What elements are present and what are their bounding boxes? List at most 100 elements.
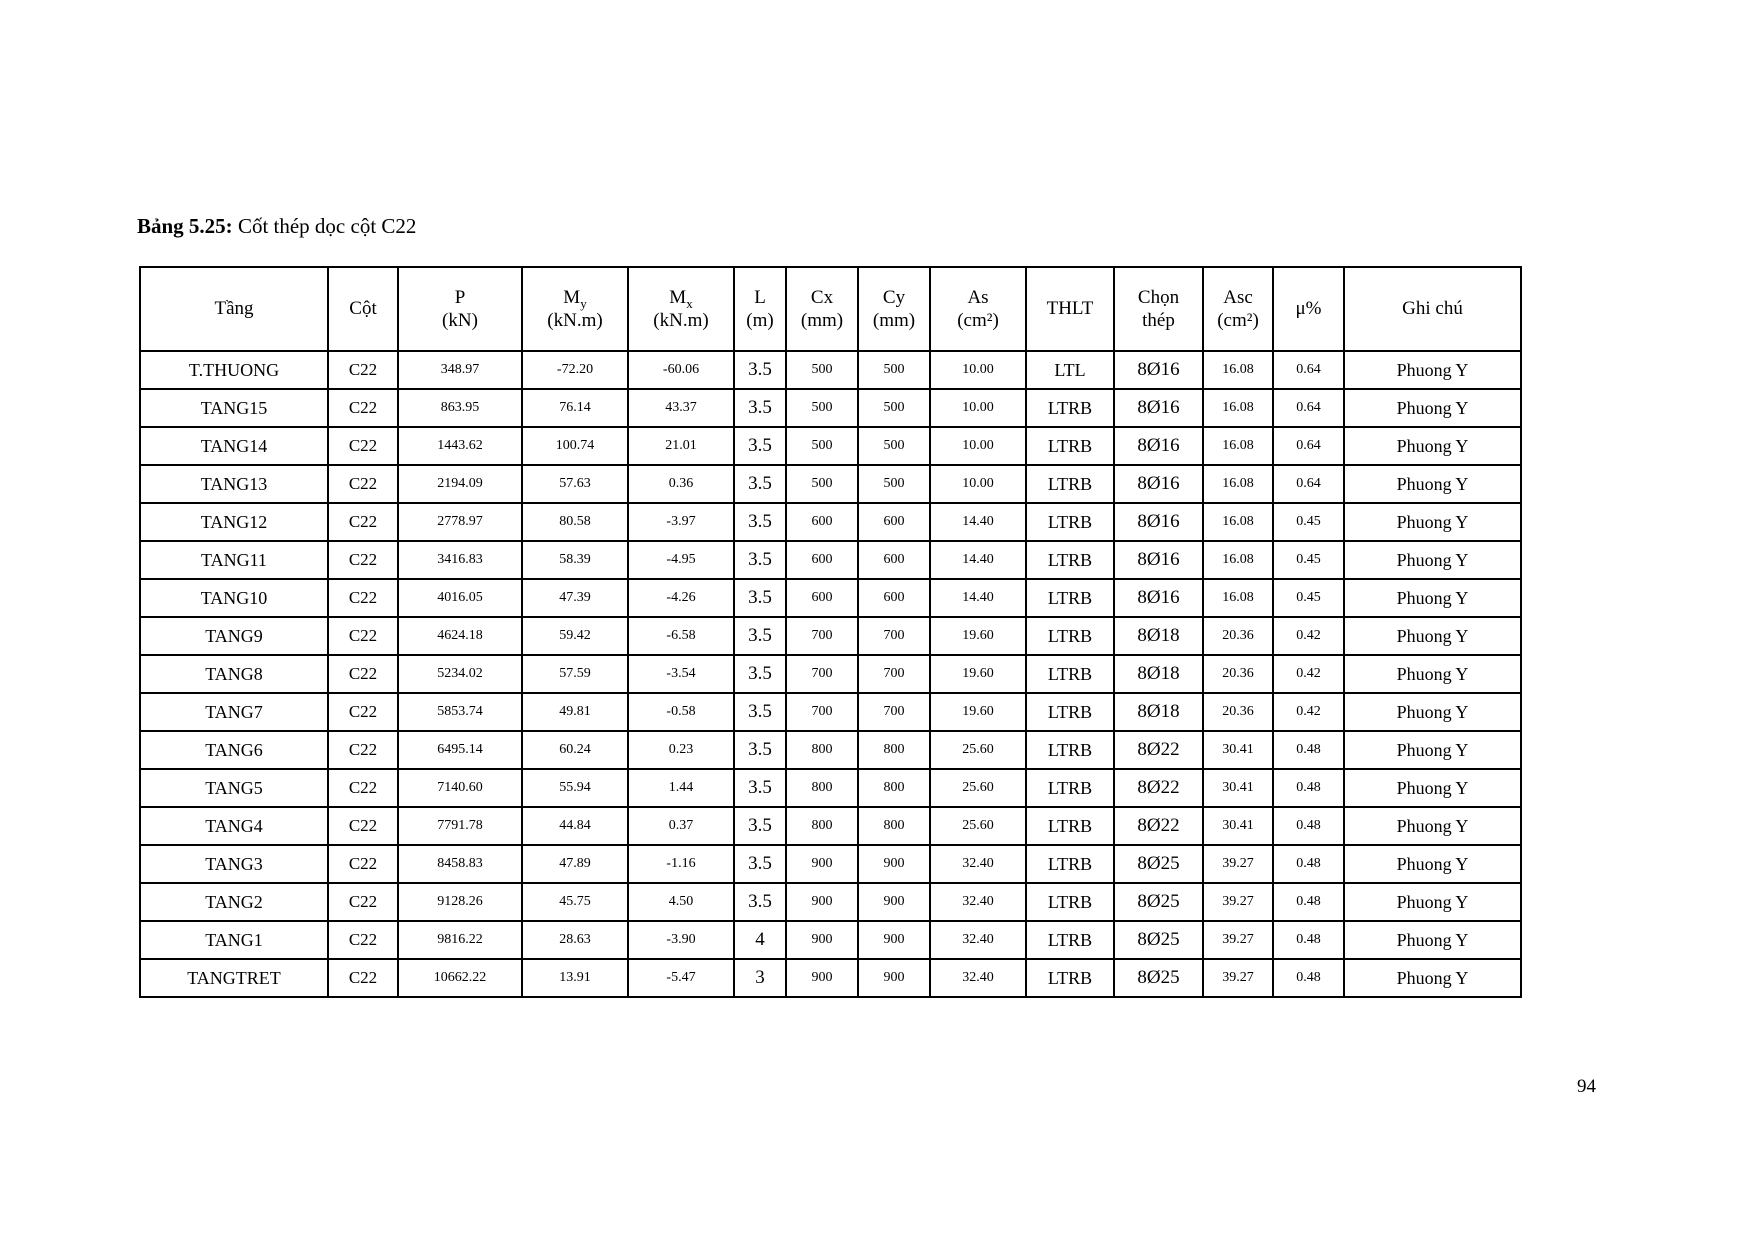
- cell-l: 3.5: [733, 464, 787, 504]
- cell-mx: -4.26: [627, 578, 735, 618]
- cell-mx: 43.37: [627, 388, 735, 428]
- cell-cy: 800: [857, 768, 931, 808]
- cell-asc: 16.08: [1202, 464, 1274, 504]
- cell-cx: 500: [785, 426, 859, 466]
- cell-as: 25.60: [929, 730, 1027, 770]
- cell-ghi-chu: Phuong Y: [1343, 426, 1522, 466]
- header-row: Tầng Cột P (kN) My (kN.m) Mx (kN.m) L (m) Cx (mm) Cy…: [139, 266, 1522, 352]
- header-cell-thlt: THLT: [1025, 266, 1115, 352]
- cell-chon-thep: 8Ø22: [1113, 730, 1204, 770]
- cell-my: 80.58: [521, 502, 629, 542]
- cell-tang: TANG5: [139, 768, 329, 808]
- cell-asc: 16.08: [1202, 540, 1274, 580]
- cell-mx: 4.50: [627, 882, 735, 922]
- cell-as: 32.40: [929, 844, 1027, 884]
- cell-l: 3.5: [733, 616, 787, 656]
- cell-cot: C22: [327, 692, 399, 732]
- cell-cot: C22: [327, 426, 399, 466]
- cell-ghi-chu: Phuong Y: [1343, 844, 1522, 884]
- cell-mu: 0.48: [1272, 882, 1345, 922]
- cell-chon-thep: 8Ø16: [1113, 426, 1204, 466]
- cell-asc: 39.27: [1202, 844, 1274, 884]
- cell-tang: TANG15: [139, 388, 329, 428]
- cell-ghi-chu: Phuong Y: [1343, 806, 1522, 846]
- cell-mu: 0.42: [1272, 692, 1345, 732]
- table-row: TANG9 C22 4624.18 59.42 -6.58 3.5 700 700 19.60 L…: [139, 616, 1522, 656]
- cell-mu: 0.42: [1272, 616, 1345, 656]
- cell-asc: 39.27: [1202, 882, 1274, 922]
- cell-chon-thep: 8Ø16: [1113, 464, 1204, 504]
- cell-l: 3.5: [733, 882, 787, 922]
- header-cell-mu: μ%: [1272, 266, 1345, 352]
- cell-my: 28.63: [521, 920, 629, 960]
- header-cell-l: L (m): [733, 266, 787, 352]
- cell-mu: 0.64: [1272, 464, 1345, 504]
- cell-ghi-chu: Phuong Y: [1343, 920, 1522, 960]
- cell-cy: 500: [857, 464, 931, 504]
- cell-mx: 1.44: [627, 768, 735, 808]
- header-cell-my: My (kN.m): [521, 266, 629, 352]
- header-cell-asc: Asc (cm²): [1202, 266, 1274, 352]
- cell-cot: C22: [327, 730, 399, 770]
- cell-l: 3.5: [733, 768, 787, 808]
- table-row: TANG6 C22 6495.14 60.24 0.23 3.5 800 800 25.60 LT…: [139, 730, 1522, 770]
- cell-mu: 0.45: [1272, 502, 1345, 542]
- cell-as: 14.40: [929, 540, 1027, 580]
- cell-tang: TANG13: [139, 464, 329, 504]
- cell-as: 32.40: [929, 958, 1027, 998]
- cell-as: 32.40: [929, 882, 1027, 922]
- table-row: TANG2 C22 9128.26 45.75 4.50 3.5 900 900 32.40 LT…: [139, 882, 1522, 922]
- cell-thlt: LTRB: [1025, 844, 1115, 884]
- cell-my: 57.59: [521, 654, 629, 694]
- cell-tang: TANG8: [139, 654, 329, 694]
- cell-l: 3.5: [733, 806, 787, 846]
- cell-thlt: LTRB: [1025, 502, 1115, 542]
- cell-cx: 700: [785, 654, 859, 694]
- cell-p: 10662.22: [397, 958, 523, 998]
- cell-chon-thep: 8Ø16: [1113, 540, 1204, 580]
- cell-mu: 0.64: [1272, 388, 1345, 428]
- cell-mu: 0.48: [1272, 844, 1345, 884]
- cell-cot: C22: [327, 654, 399, 694]
- cell-as: 25.60: [929, 768, 1027, 808]
- cell-tang: TANG9: [139, 616, 329, 656]
- cell-mx: -3.54: [627, 654, 735, 694]
- cell-p: 9816.22: [397, 920, 523, 960]
- cell-p: 5234.02: [397, 654, 523, 694]
- cell-cy: 600: [857, 540, 931, 580]
- cell-mu: 0.48: [1272, 806, 1345, 846]
- header-cell-mx: Mx (kN.m): [627, 266, 735, 352]
- cell-thlt: LTRB: [1025, 426, 1115, 466]
- cell-chon-thep: 8Ø18: [1113, 692, 1204, 732]
- cell-p: 4016.05: [397, 578, 523, 618]
- cell-as: 14.40: [929, 502, 1027, 542]
- table-row: T.THUONG C22 348.97 -72.20 -60.06 3.5 500 500 10…: [139, 350, 1522, 390]
- cell-asc: 20.36: [1202, 692, 1274, 732]
- cell-cx: 900: [785, 882, 859, 922]
- cell-cot: C22: [327, 844, 399, 884]
- cell-as: 14.40: [929, 578, 1027, 618]
- cell-as: 19.60: [929, 616, 1027, 656]
- cell-tang: TANG14: [139, 426, 329, 466]
- cell-cot: C22: [327, 882, 399, 922]
- cell-cy: 600: [857, 502, 931, 542]
- cell-mx: -3.97: [627, 502, 735, 542]
- cell-as: 10.00: [929, 426, 1027, 466]
- cell-asc: 39.27: [1202, 958, 1274, 998]
- table-row: TANG4 C22 7791.78 44.84 0.37 3.5 800 800 25.60 LT…: [139, 806, 1522, 846]
- cell-my: 60.24: [521, 730, 629, 770]
- cell-cy: 600: [857, 578, 931, 618]
- cell-chon-thep: 8Ø25: [1113, 844, 1204, 884]
- cell-mu: 0.45: [1272, 540, 1345, 580]
- cell-cot: C22: [327, 350, 399, 390]
- cell-l: 3.5: [733, 388, 787, 428]
- cell-chon-thep: 8Ø18: [1113, 654, 1204, 694]
- cell-cy: 500: [857, 350, 931, 390]
- cell-ghi-chu: Phuong Y: [1343, 578, 1522, 618]
- cell-mu: 0.42: [1272, 654, 1345, 694]
- table-caption-text: Cốt thép dọc cột C22: [232, 214, 417, 238]
- cell-asc: 16.08: [1202, 578, 1274, 618]
- cell-cx: 600: [785, 502, 859, 542]
- cell-thlt: LTRB: [1025, 730, 1115, 770]
